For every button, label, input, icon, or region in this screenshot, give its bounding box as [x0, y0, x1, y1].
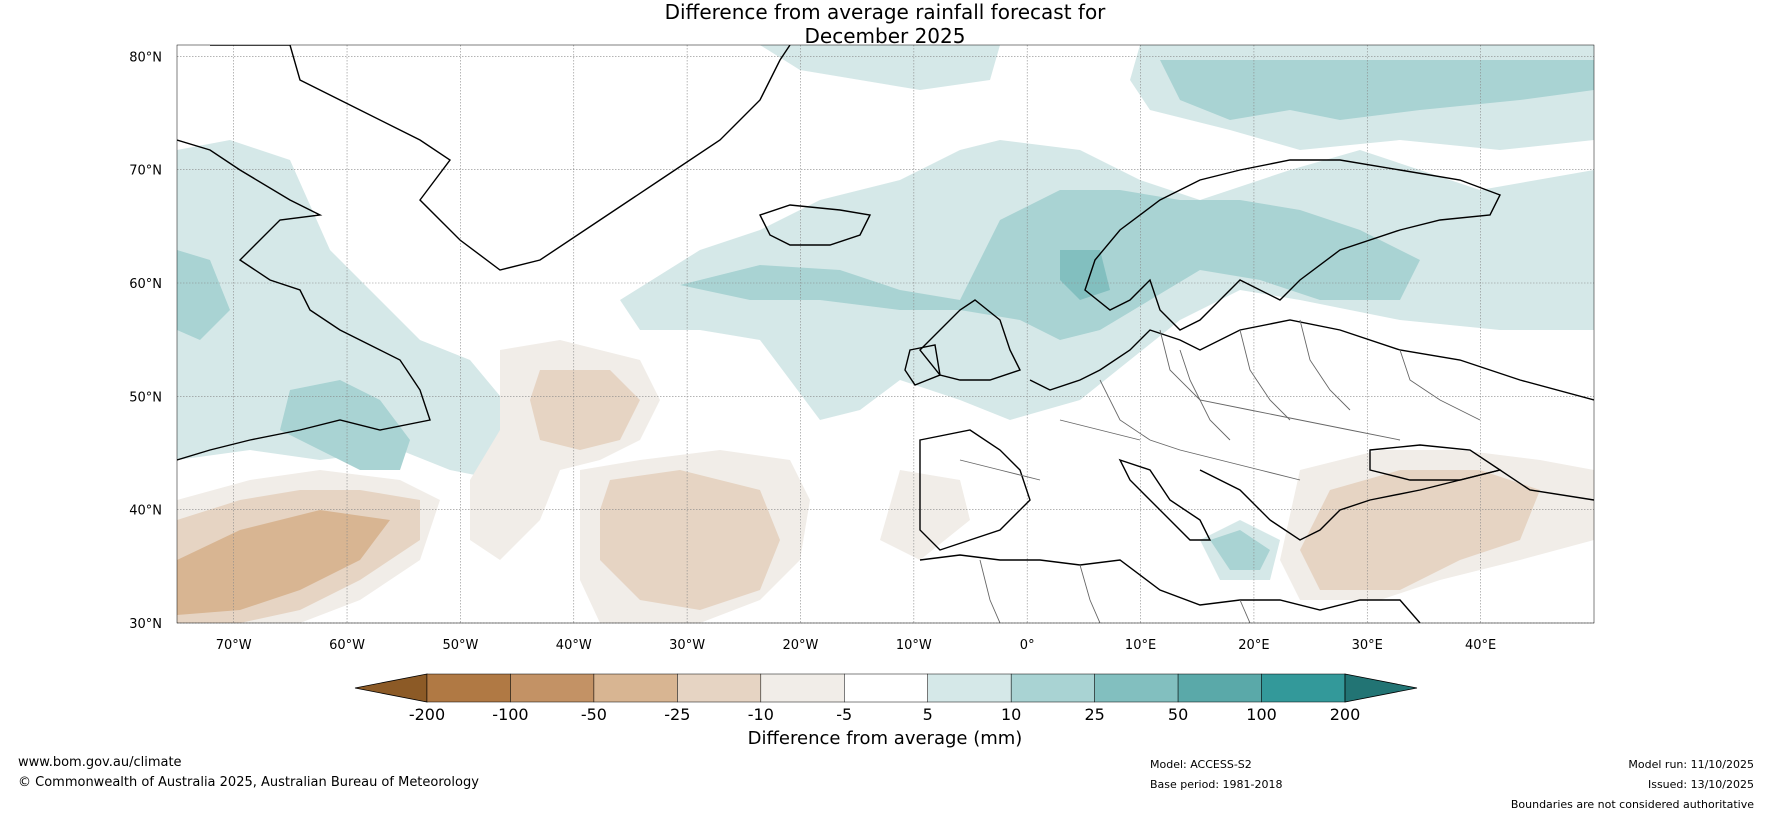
base-period: Base period: 1981-2018 [1150, 778, 1283, 791]
border-line [1239, 599, 1251, 623]
longitude-labels: 70°W 60°W 50°W 40°W 30°W 20°W 10°W 0° 10°E 20°E 30… [216, 638, 1497, 653]
longitude-label: 40°E [1465, 638, 1496, 653]
coastlines [177, 45, 1594, 623]
longitude-label: 20°E [1238, 638, 1269, 653]
colorbar-segment [593, 673, 678, 703]
colorbar-tick-label: -10 [748, 705, 774, 724]
latitude-label: 50°N [129, 390, 162, 405]
colorbar-tick-label: 50 [1168, 705, 1188, 724]
colorbar-tick-label: 100 [1246, 705, 1277, 724]
map-frame [176, 44, 1595, 624]
colorbar-segment [1261, 673, 1346, 703]
greenland-coastline [210, 45, 791, 271]
colorbar-segment [1094, 673, 1179, 703]
colorbar-tick-label: 5 [923, 705, 933, 724]
british-isles-coastline [919, 299, 1021, 381]
longitude-label: 40°W [556, 638, 592, 653]
colorbar-segment [927, 673, 1012, 703]
border-line [1399, 349, 1481, 421]
wet-anomaly-strong-region [1060, 250, 1110, 300]
colorbar-tick-label: 200 [1330, 705, 1361, 724]
north-africa-coastline [919, 554, 1421, 623]
country-borders [959, 319, 1481, 623]
canada-coastline [177, 139, 431, 461]
latitude-labels: 80°N 70°N 60°N 50°N 40°N 30°N [129, 50, 162, 632]
colorbar-segment [844, 673, 928, 703]
colorbar-tick-label: -25 [664, 705, 690, 724]
dry-anomaly-light-region [880, 470, 970, 560]
latitude-label: 30°N [129, 617, 162, 632]
border-line [1299, 319, 1351, 411]
colorbar-segment [677, 673, 762, 703]
longitude-label: 50°W [442, 638, 478, 653]
colorbar-segment [510, 673, 595, 703]
graticule [177, 45, 1594, 624]
border-line [1059, 419, 1141, 441]
model-name: Model: ACCESS-S2 [1150, 758, 1252, 771]
colorbar-segment [1177, 673, 1262, 703]
border-line [1159, 329, 1401, 441]
wet-anomaly-light-region [177, 140, 520, 480]
wet-anomaly-medium-region [280, 380, 410, 470]
latitude-label: 60°N [129, 277, 162, 292]
iceland-coastline [759, 204, 872, 246]
latitude-label: 80°N [129, 50, 162, 65]
wet-anomaly-medium-region [1210, 530, 1270, 570]
dry-anomaly-medium-region [1300, 470, 1540, 590]
issued-date: Issued: 13/10/2025 [1647, 778, 1754, 791]
scandinavia-coastline [1084, 159, 1501, 331]
colorbar-tick-label: -5 [836, 705, 852, 724]
ireland-coastline [904, 344, 941, 386]
colorbar-segment [760, 673, 845, 703]
border-line [1239, 329, 1291, 421]
colorbar-extend-high [1344, 673, 1418, 703]
dry-anomaly-strong-region [177, 510, 390, 615]
balkans-coastline [1199, 469, 1594, 541]
europe-coastline [1029, 319, 1594, 401]
latitude-label: 70°N [129, 164, 162, 179]
black-sea-coastline [1369, 444, 1502, 481]
latitude-label: 40°N [129, 504, 162, 519]
title-line-1: Difference from average rainfall forecas… [664, 0, 1106, 24]
italy-coastline [1118, 458, 1212, 541]
colorbar-segment [426, 673, 511, 703]
copyright-notice: © Commonwealth of Australia 2025, Austra… [18, 775, 479, 790]
colorbar: -200 -100 -50 -25 -10 -5 5 10 25 50 100 200 [354, 673, 1418, 724]
model-run-date: Model run: 11/10/2025 [1628, 758, 1754, 771]
colorbar-segment [1010, 673, 1095, 703]
dry-anomaly-medium-region [600, 470, 780, 610]
longitude-label: 10°E [1125, 638, 1156, 653]
colorbar-extend-low [354, 673, 428, 703]
boundary-disclaimer: Boundaries are not considered authoritat… [1510, 798, 1754, 811]
border-line [1179, 349, 1231, 441]
chart-title: Difference from average rainfall forecas… [0, 0, 1770, 48]
border-line [1099, 379, 1301, 481]
iberia-coastline [919, 429, 1031, 551]
longitude-label: 30°E [1352, 638, 1383, 653]
colorbar-tick-label: 25 [1084, 705, 1104, 724]
longitude-label: 10°W [896, 638, 932, 653]
colorbar-tick-label: -100 [492, 705, 528, 724]
longitude-label: 60°W [329, 638, 365, 653]
longitude-label: 0° [1020, 638, 1035, 653]
colorbar-tick-label: 10 [1001, 705, 1021, 724]
wet-anomaly-medium-region [177, 250, 230, 340]
colorbar-tick-label: -200 [409, 705, 445, 724]
longitude-label: 30°W [669, 638, 705, 653]
wet-anomaly-medium-region [680, 190, 1420, 340]
wet-anomaly-medium-region [1160, 60, 1594, 120]
border-line [1079, 564, 1101, 623]
border-line [959, 459, 1041, 481]
longitude-label: 20°W [783, 638, 819, 653]
colorbar-title: Difference from average (mm) [747, 728, 1023, 749]
dry-anomaly-medium-region [530, 370, 640, 450]
source-url[interactable]: www.bom.gov.au/climate [18, 755, 182, 770]
border-line [979, 559, 1001, 623]
longitude-label: 70°W [216, 638, 252, 653]
title-line-2: December 2025 [804, 24, 966, 48]
colorbar-tick-label: -50 [581, 705, 607, 724]
